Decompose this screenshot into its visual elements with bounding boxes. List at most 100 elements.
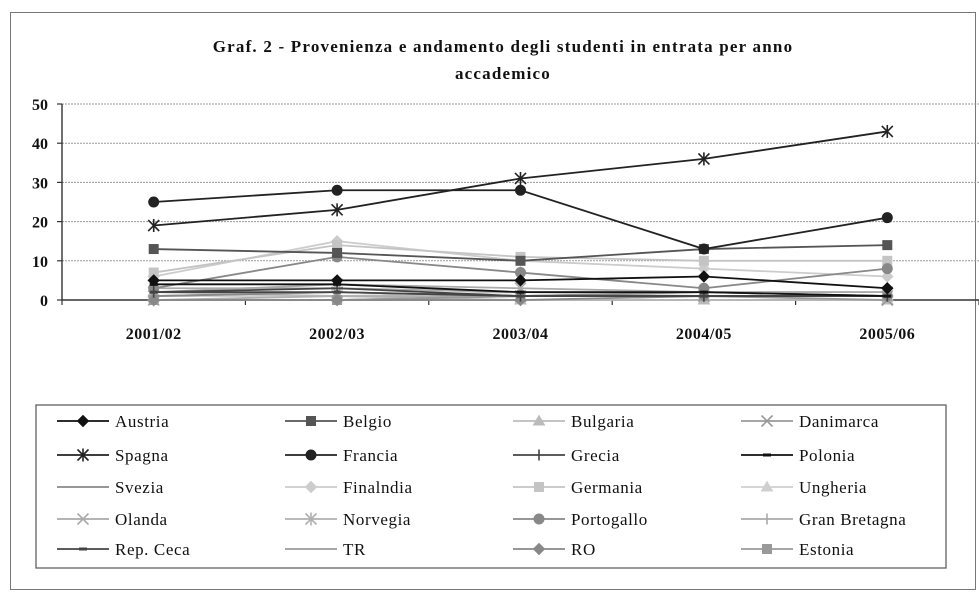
legend-label-austria: Austria	[115, 412, 169, 431]
data-point-rep-ceca-0	[149, 290, 158, 294]
legend-marker-danimarca	[760, 414, 774, 428]
legend: Austria Belgio Bulgaria Danimarca Spagna Fran…	[35, 404, 947, 569]
chart-title: Graf. 2 - Provenienza e andamento degli …	[213, 37, 794, 83]
legend-label-finalndia: Finalndia	[343, 478, 413, 497]
y-tick-label-30: 30	[32, 175, 48, 192]
chart-frame	[10, 12, 976, 590]
legend-label-germania: Germania	[571, 478, 643, 497]
legend-marker-ro	[532, 542, 546, 556]
legend-marker-spagna	[76, 448, 90, 462]
legend-marker-polonia	[763, 453, 771, 457]
legend-label-polonia: Polonia	[799, 446, 855, 465]
legend-item-germania: Germania	[513, 478, 643, 497]
series-lines	[147, 124, 894, 307]
legend-item-norvegia: Norvegia	[285, 510, 410, 529]
legend-item-danimarca: Danimarca	[741, 412, 879, 431]
legend-marker-ungheria	[760, 480, 774, 492]
series-polonia	[149, 282, 892, 298]
data-point-rep-ceca-1	[333, 290, 342, 294]
data-point-austria-4	[881, 282, 894, 295]
legend-marker-olanda	[76, 512, 90, 526]
data-point-portogallo-4	[881, 263, 893, 275]
series-austria	[147, 270, 894, 295]
legend-item-estonia: Estonia	[741, 540, 854, 559]
data-point-francia-3	[698, 243, 710, 255]
data-point-polonia-1	[333, 282, 342, 286]
data-point-francia-0	[148, 196, 160, 208]
data-point-ro-1	[330, 293, 344, 307]
legend-item-bulgaria: Bulgaria	[513, 412, 634, 431]
legend-item-svezia: Svezia	[57, 478, 164, 497]
y-tick-label-50: 50	[32, 97, 48, 114]
legend-marker-belgio	[306, 416, 316, 426]
y-tick-label-0: 0	[40, 293, 48, 310]
legend-item-finalndia: Finalndia	[285, 478, 413, 497]
data-point-ro-0	[147, 293, 160, 307]
data-point-finalndia-4	[881, 270, 894, 283]
legend-marker-germania	[534, 482, 544, 492]
legend-item-francia: Francia	[285, 446, 398, 465]
data-point-belgio-2	[515, 255, 526, 266]
legend-item-polonia: Polonia	[741, 446, 855, 465]
legend-item-portogallo: Portogallo	[513, 510, 648, 529]
series-francia	[148, 184, 893, 255]
legend-label-portogallo: Portogallo	[571, 510, 648, 529]
series-line-francia	[153, 189, 888, 250]
legend-marker-austria	[76, 414, 90, 428]
legend-marker-finalndia	[304, 480, 318, 494]
legend-label-gran-bretagna: Gran Bretagna	[799, 510, 906, 529]
legend-item-tr: TR	[285, 540, 366, 559]
x-tick-label-2004-05: 2004/05	[676, 326, 732, 343]
legend-item-gran-bretagna: Gran Bretagna	[741, 510, 906, 529]
legend-label-olanda: Olanda	[115, 510, 168, 529]
legend-marker-bulgaria	[532, 414, 546, 426]
data-point-francia-4	[881, 212, 893, 224]
x-axis-tick-labels: 2001/02 2002/03 2003/04 2004/05 2005/06	[126, 326, 915, 343]
data-point-francia-1	[331, 184, 343, 196]
data-point-polonia-0	[149, 282, 158, 286]
legend-label-belgio: Belgio	[343, 412, 392, 431]
x-tick-label-2005-06: 2005/06	[859, 326, 915, 343]
data-point-germania-3	[698, 255, 709, 266]
data-point-spagna-3	[697, 152, 710, 166]
legend-marker-portogallo	[533, 513, 545, 525]
legend-item-austria: Austria	[57, 412, 169, 431]
data-point-polonia-2	[516, 290, 525, 294]
legend-label-tr: TR	[343, 540, 366, 559]
y-tick-label-40: 40	[32, 136, 48, 153]
legend-marker-rep-ceca	[79, 547, 87, 551]
legend-label-svezia: Svezia	[115, 478, 164, 497]
data-point-spagna-4	[881, 124, 894, 138]
data-point-francia-2	[515, 184, 526, 196]
chart-title-line-2: accademico	[455, 64, 551, 83]
chart-title-line-1: Graf. 2 - Provenienza e andamento degli …	[213, 37, 794, 56]
data-point-belgio-1	[332, 247, 343, 258]
legend-label-estonia: Estonia	[799, 540, 854, 559]
legend-box	[35, 404, 947, 569]
legend-label-bulgaria: Bulgaria	[571, 412, 634, 431]
legend-label-danimarca: Danimarca	[799, 412, 879, 431]
data-point-austria-3	[697, 270, 711, 283]
data-point-austria-2	[514, 274, 527, 287]
legend-marker-norvegia	[304, 512, 318, 526]
legend-marker-estonia	[762, 544, 772, 554]
data-point-belgio-4	[882, 240, 893, 251]
legend-item-spagna: Spagna	[57, 446, 168, 465]
legend-item-ungheria: Ungheria	[741, 478, 866, 497]
data-point-belgio-0	[148, 244, 159, 255]
y-axis-tick-labels: 0 10 20 30 40 50	[32, 97, 48, 310]
legend-label-francia: Francia	[343, 446, 398, 465]
legend-label-grecia: Grecia	[571, 446, 620, 465]
legend-item-olanda: Olanda	[57, 510, 168, 529]
x-tick-label-2003-04: 2003/04	[493, 326, 549, 343]
data-point-spagna-2	[514, 171, 527, 185]
data-point-polonia-3	[699, 290, 708, 294]
x-tick-label-2001-02: 2001/02	[126, 326, 182, 343]
legend-item-grecia: Grecia	[513, 446, 620, 465]
legend-label-rep-ceca: Rep. Ceca	[115, 540, 190, 559]
legend-item-rep-ceca: Rep. Ceca	[57, 540, 190, 559]
x-tick-label-2002-03: 2002/03	[309, 326, 365, 343]
data-point-spagna-1	[331, 203, 344, 217]
series-spagna	[147, 124, 894, 233]
